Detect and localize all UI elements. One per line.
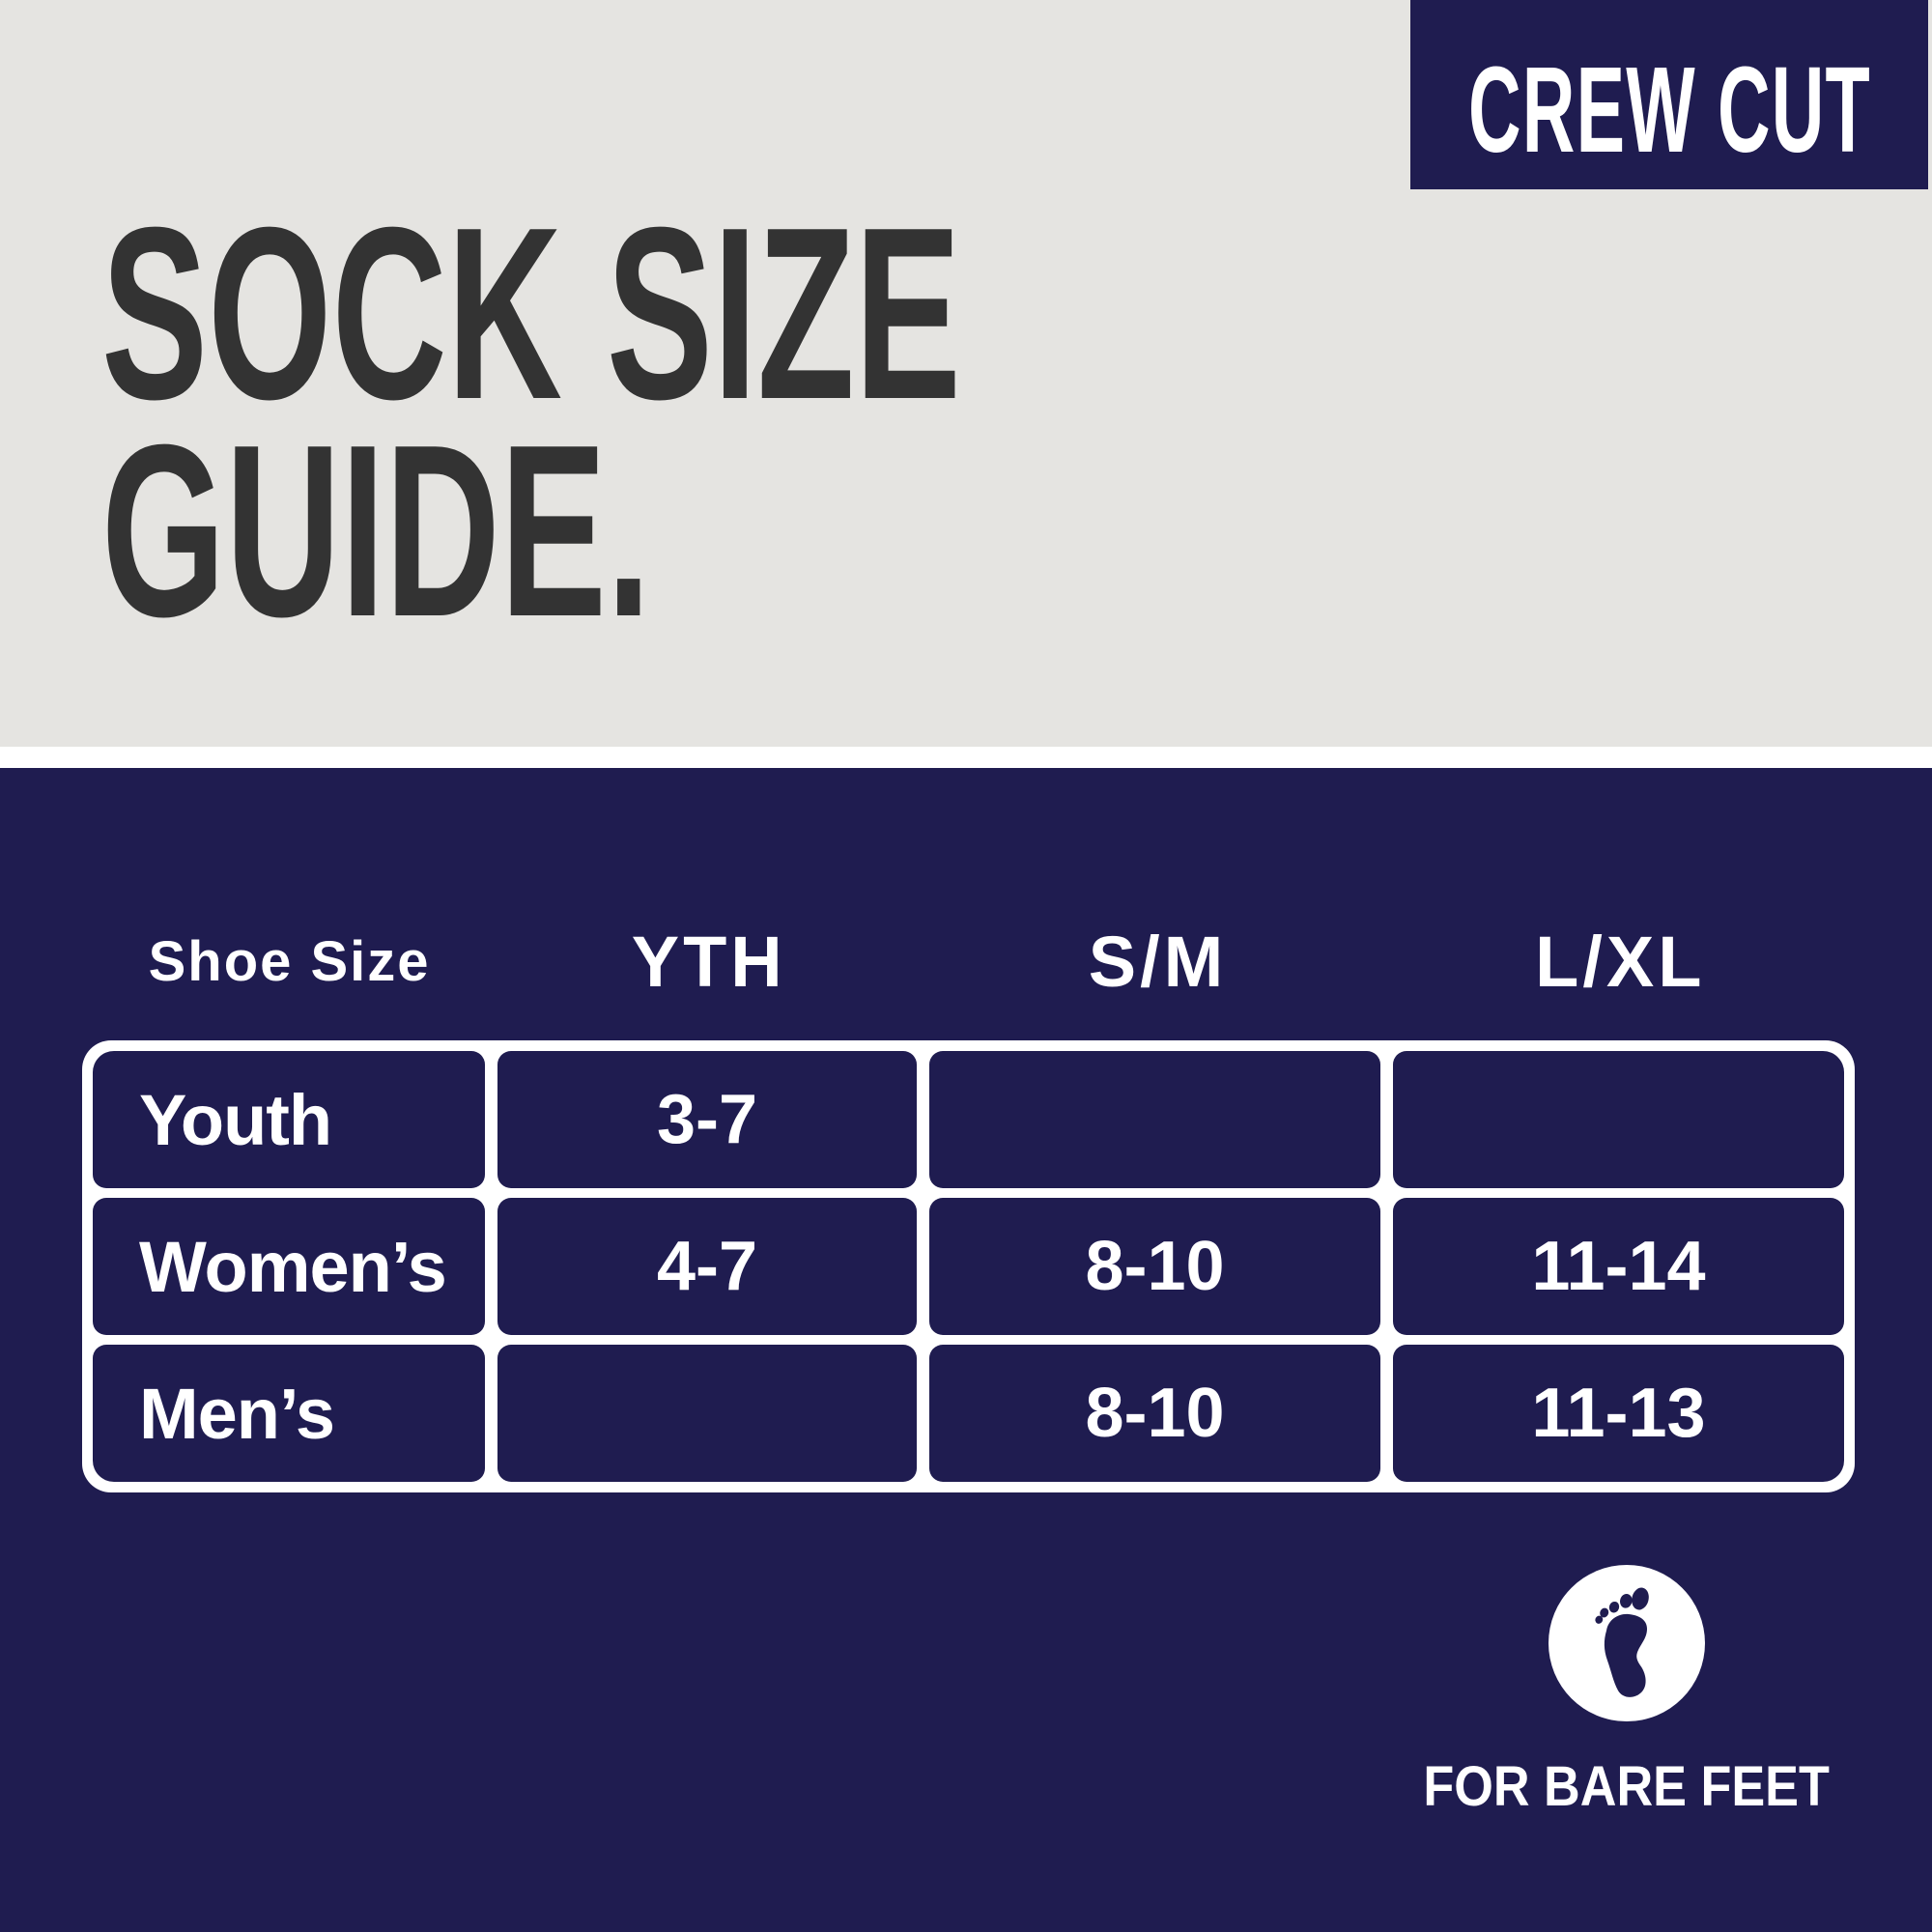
- table-row-youth: Youth 3-7: [93, 1051, 1844, 1188]
- row-label-womens: Women’s: [93, 1198, 485, 1335]
- page-title-line2: GUIDE.: [101, 393, 651, 668]
- cell-womens-yth: 4-7: [497, 1198, 917, 1335]
- cell-youth-lxl: [1393, 1051, 1844, 1188]
- column-header-shoe-size: Shoe Size: [148, 929, 431, 993]
- cell-womens-lxl: 11-14: [1393, 1198, 1844, 1335]
- cell-youth-yth: 3-7: [497, 1051, 917, 1188]
- size-guide-panel: Shoe Size YTH S/M L/XL Youth 3-7 Women’s…: [0, 768, 1932, 1932]
- row-label-youth: Youth: [93, 1051, 485, 1188]
- cell-mens-lxl: 11-13: [1393, 1345, 1844, 1482]
- column-header-sm: S/M: [1088, 921, 1228, 1002]
- crew-cut-badge: CREW CUT: [1410, 0, 1928, 189]
- table-row-mens: Men’s 8-10 11-13: [93, 1345, 1844, 1482]
- column-header-yth: YTH: [631, 921, 786, 1002]
- row-label-mens: Men’s: [93, 1345, 485, 1482]
- page-title: SOCK SIZE GUIDE.: [101, 176, 961, 668]
- crew-cut-badge-label: CREW CUT: [1467, 41, 1871, 178]
- brand-name: FOR BARE FEET: [1423, 1755, 1831, 1818]
- size-table: Youth 3-7 Women’s 4-7 8-10 11-14 Men’s 8…: [82, 1040, 1855, 1492]
- table-header-row: Shoe Size YTH S/M L/XL: [82, 918, 1855, 1005]
- column-header-lxl: L/XL: [1535, 921, 1706, 1002]
- section-divider: [0, 747, 1932, 768]
- cell-youth-sm: [929, 1051, 1380, 1188]
- brand-logo: [1548, 1565, 1705, 1721]
- page-title-line1: SOCK SIZE: [101, 176, 961, 450]
- brand-lockup: FOR BARE FEET: [1403, 1565, 1851, 1819]
- hero-section: SOCK SIZE GUIDE. CREW CUT: [0, 0, 1932, 747]
- cell-mens-sm: 8-10: [929, 1345, 1380, 1482]
- footprint-icon: [1595, 1587, 1649, 1697]
- cell-mens-yth: [497, 1345, 917, 1482]
- table-row-womens: Women’s 4-7 8-10 11-14: [93, 1198, 1844, 1335]
- cell-womens-sm: 8-10: [929, 1198, 1380, 1335]
